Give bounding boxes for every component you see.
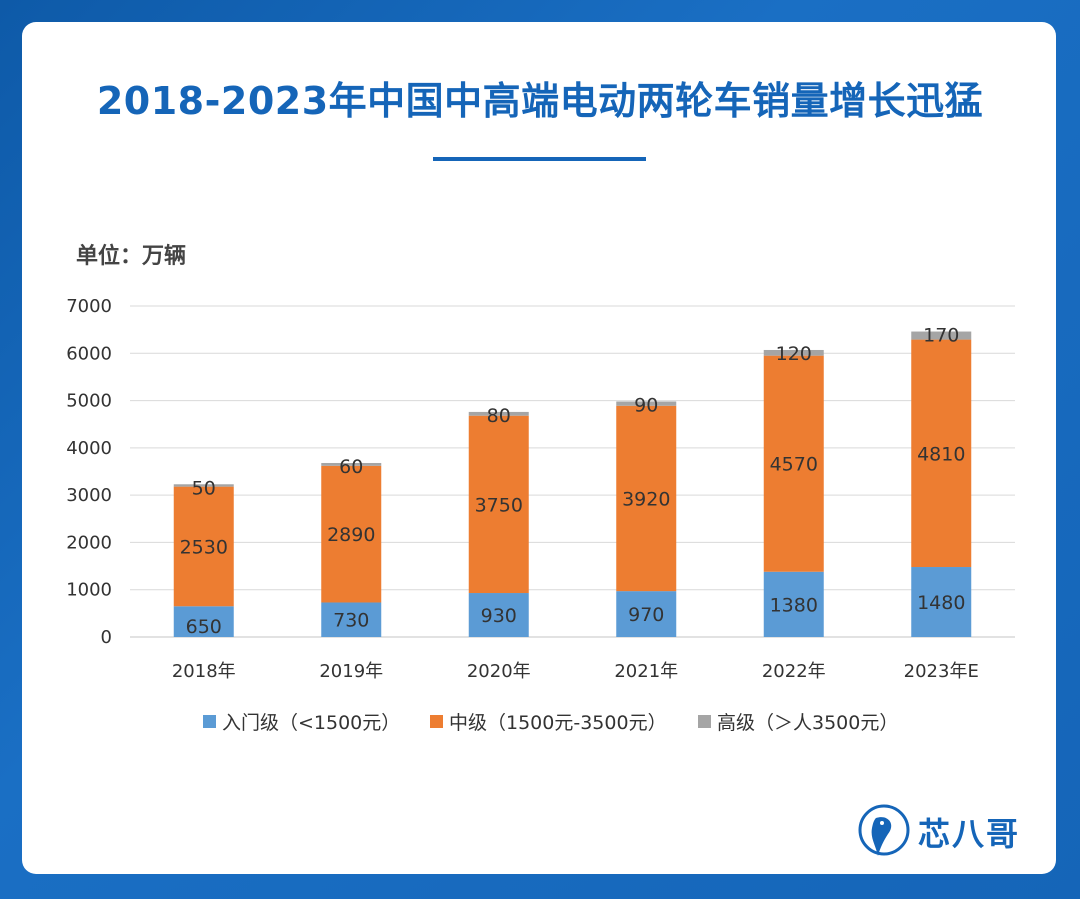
x-category-label: 2023年E [904,661,979,682]
bar-segment-entry [173,606,234,637]
data-label-entry: 1480 [917,592,965,614]
bar-segment-mid [321,465,382,603]
bar-segment-entry [911,567,972,637]
bar-segment-entry [321,602,382,637]
bar-segment-mid [763,355,824,572]
bars: 650 2530 50 730 2890 60 930 3750 80 970 3920 90 1380… [173,325,972,638]
legend-item-entry: 入门级（<1500元） [203,708,400,735]
data-label-entry: 930 [481,605,517,627]
bar-segment-entry [763,571,824,637]
bar-segment-mid [911,339,972,568]
legend-swatch-high [698,715,711,728]
bar-segment-high [468,411,529,416]
y-tick-label: 6000 [66,343,112,364]
data-label-high: 80 [487,405,511,427]
data-label-entry: 730 [333,610,369,632]
y-tick-label: 4000 [66,438,112,459]
legend-swatch-mid [430,715,443,728]
gridlines [130,305,1015,638]
data-label-mid: 3750 [475,494,523,516]
data-label-high: 60 [339,456,363,478]
data-label-high: 90 [634,395,658,417]
legend-item-high: 高级（＞人3500元） [698,708,898,735]
x-category-label: 2021年 [614,661,678,682]
bar-segment-entry [616,591,677,637]
y-tick-label: 2000 [66,532,112,553]
data-label-mid: 2530 [180,536,228,558]
x-category-label: 2020年 [467,661,531,682]
bar-segment-mid [468,415,529,594]
data-label-high: 170 [923,325,959,347]
data-label-entry: 970 [628,604,664,626]
data-label-entry: 650 [186,616,222,638]
y-tick-label: 7000 [66,296,112,317]
data-label-high: 120 [776,343,812,365]
bar-segment-high [911,331,972,340]
x-category-label: 2018年 [172,661,236,682]
bar-segment-mid [616,405,677,592]
data-label-mid: 2890 [327,524,375,546]
legend-item-mid: 中级（1500元-3500元） [430,708,667,735]
y-axis-ticks: 0 1000 2000 3000 4000 5000 6000 7000 [66,296,112,648]
bar-segment-high [173,484,234,487]
bird-logo-icon [858,804,910,856]
x-axis-labels: 2018年 2019年 2020年 2021年 2022年 2023年E [172,661,979,682]
bar-segment-high [321,462,382,466]
bar-segment-mid [173,486,234,607]
brand-logo: 芯八哥 [858,804,1020,860]
legend-label-high: 高级（＞人3500元） [717,712,899,734]
legend: 入门级（<1500元） 中级（1500元-3500元） 高级（＞人3500元） [0,708,1080,738]
y-tick-label: 3000 [66,485,112,506]
data-label-mid: 3920 [622,488,670,510]
y-tick-label: 1000 [66,580,112,601]
data-label-entry: 1380 [770,594,818,616]
brand-name: 芯八哥 [918,815,1021,853]
x-category-label: 2022年 [762,661,826,682]
data-label-mid: 4810 [917,443,965,465]
legend-label-mid: 中级（1500元-3500元） [449,712,667,734]
x-category-label: 2019年 [319,661,383,682]
legend-label-entry: 入门级（<1500元） [222,712,401,734]
bar-segment-high [616,401,677,406]
data-label-high: 50 [192,477,216,499]
data-label-mid: 4570 [770,454,818,476]
y-tick-label: 5000 [66,391,112,412]
legend-swatch-entry [203,715,216,728]
unit-label: 单位：万辆 [76,244,187,269]
bar-segment-high [763,349,824,356]
bar-segment-entry [468,593,529,637]
title-underline [433,157,646,161]
y-tick-label: 0 [101,627,112,648]
chart-title: 2018-2023年中国中高端电动两轮车销量增长迅猛 [96,79,984,123]
